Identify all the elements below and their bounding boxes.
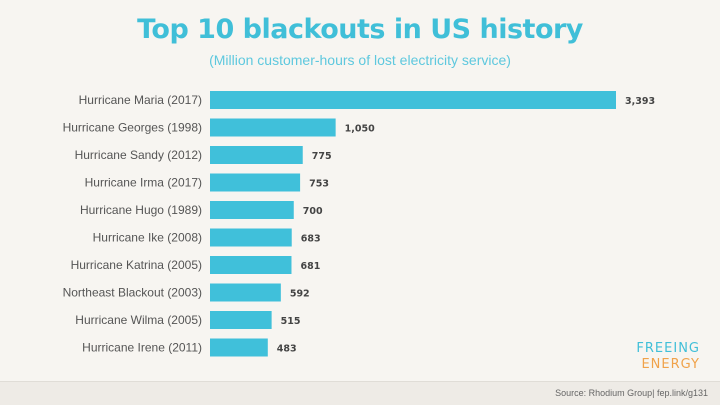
bar <box>210 118 336 137</box>
bar <box>210 146 303 164</box>
category-label: Hurricane Irma (2017) <box>85 176 202 190</box>
bar <box>210 311 272 329</box>
value-label: 681 <box>300 261 320 272</box>
category-label: Hurricane Maria (2017) <box>79 93 202 107</box>
bar <box>210 91 616 109</box>
bar <box>210 228 292 247</box>
value-label: 775 <box>312 151 332 162</box>
value-label: 592 <box>290 289 310 300</box>
bar <box>210 256 292 274</box>
chart-title: Top 10 blackouts in US history <box>137 14 583 45</box>
value-label: 3,393 <box>625 96 655 107</box>
category-label: Hurricane Wilma (2005) <box>75 313 202 327</box>
category-label: Hurricane Georges (1998) <box>63 121 202 135</box>
bar-chart: Hurricane Maria (2017) 3,393 Hurricane Geo… <box>63 91 655 357</box>
source-text: Source: Rhodium Group| fep.link/g131 <box>555 388 708 398</box>
value-label: 1,050 <box>345 124 375 135</box>
value-label: 700 <box>303 206 323 217</box>
category-label: Northeast Blackout (2003) <box>63 286 202 300</box>
category-label: Hurricane Katrina (2005) <box>71 258 202 272</box>
freeing-energy-logo: FREEING ENERGY <box>636 341 700 373</box>
category-label: Hurricane Irene (2011) <box>82 341 202 355</box>
value-label: 683 <box>301 234 321 245</box>
logo-line-2: ENERGY <box>641 357 700 372</box>
value-label: 753 <box>309 179 329 190</box>
bar <box>210 201 294 219</box>
footer-bar: Source: Rhodium Group| fep.link/g131 <box>0 381 720 405</box>
category-label: Hurricane Ike (2008) <box>93 231 202 245</box>
value-label: 515 <box>281 316 301 327</box>
category-label: Hurricane Sandy (2012) <box>75 148 202 162</box>
category-label: Hurricane Hugo (1989) <box>80 203 202 217</box>
bar <box>210 338 268 357</box>
value-label: 483 <box>277 344 297 355</box>
chart-subtitle: (Million customer-hours of lost electric… <box>209 52 511 68</box>
bar <box>210 283 281 302</box>
logo-line-1: FREEING <box>636 341 700 356</box>
bar <box>210 173 301 192</box>
